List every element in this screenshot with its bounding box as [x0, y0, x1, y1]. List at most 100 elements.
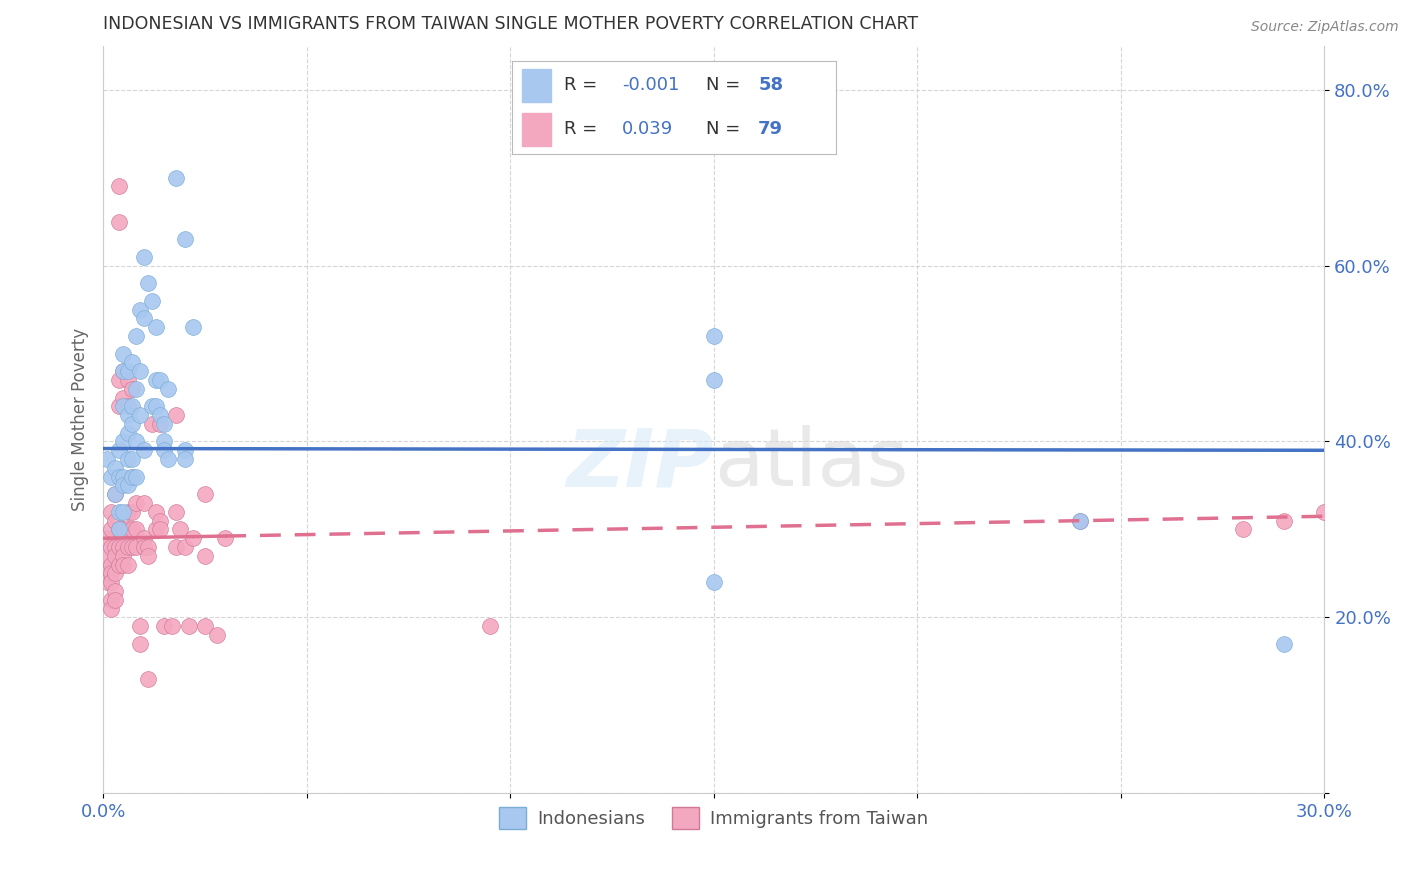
Point	[104, 487, 127, 501]
Point	[177, 619, 200, 633]
Point	[108, 540, 131, 554]
Point	[141, 400, 163, 414]
Point	[121, 540, 143, 554]
Point	[100, 592, 122, 607]
Point	[121, 355, 143, 369]
Point	[100, 469, 122, 483]
Point	[112, 549, 135, 563]
Point	[157, 382, 180, 396]
Point	[128, 637, 150, 651]
Point	[117, 505, 139, 519]
Point	[108, 214, 131, 228]
Text: ZIP: ZIP	[567, 425, 714, 503]
Point	[149, 373, 172, 387]
Point	[112, 434, 135, 449]
Point	[153, 417, 176, 431]
Point	[117, 558, 139, 572]
Point	[96, 452, 118, 467]
Point	[108, 469, 131, 483]
Point	[703, 329, 725, 343]
Point	[112, 523, 135, 537]
Point	[104, 549, 127, 563]
Point	[149, 523, 172, 537]
Point	[112, 558, 135, 572]
Point	[125, 382, 148, 396]
Point	[108, 400, 131, 414]
Point	[100, 540, 122, 554]
Point	[125, 434, 148, 449]
Point	[1313, 505, 1336, 519]
Point	[132, 311, 155, 326]
Point	[117, 452, 139, 467]
Point	[703, 575, 725, 590]
Point	[136, 549, 159, 563]
Point	[125, 496, 148, 510]
Point	[117, 373, 139, 387]
Point	[112, 391, 135, 405]
Point	[128, 302, 150, 317]
Point	[136, 540, 159, 554]
Point	[117, 478, 139, 492]
Point	[214, 531, 236, 545]
Point	[108, 443, 131, 458]
Point	[112, 505, 135, 519]
Point	[165, 505, 187, 519]
Point	[136, 276, 159, 290]
Point	[100, 575, 122, 590]
Point	[141, 417, 163, 431]
Point	[153, 443, 176, 458]
Point	[1069, 514, 1091, 528]
Y-axis label: Single Mother Poverty: Single Mother Poverty	[72, 328, 89, 511]
Point	[125, 329, 148, 343]
Point	[121, 400, 143, 414]
Point	[132, 540, 155, 554]
Text: atlas: atlas	[714, 425, 908, 503]
Point	[125, 540, 148, 554]
Point	[1232, 523, 1254, 537]
Point	[132, 250, 155, 264]
Point	[145, 400, 167, 414]
Point	[100, 566, 122, 581]
Legend: Indonesians, Immigrants from Taiwan: Indonesians, Immigrants from Taiwan	[492, 800, 935, 837]
Point	[145, 373, 167, 387]
Point	[128, 364, 150, 378]
Point	[121, 505, 143, 519]
Point	[205, 628, 228, 642]
Point	[96, 575, 118, 590]
Point	[125, 469, 148, 483]
Point	[125, 523, 148, 537]
Point	[112, 364, 135, 378]
Point	[132, 443, 155, 458]
Point	[104, 592, 127, 607]
Point	[194, 619, 217, 633]
Point	[117, 540, 139, 554]
Point	[104, 584, 127, 599]
Point	[112, 478, 135, 492]
Point	[173, 443, 195, 458]
Point	[104, 514, 127, 528]
Text: Source: ZipAtlas.com: Source: ZipAtlas.com	[1251, 20, 1399, 34]
Point	[100, 505, 122, 519]
Point	[104, 461, 127, 475]
Point	[117, 408, 139, 422]
Point	[149, 417, 172, 431]
Point	[104, 566, 127, 581]
Point	[149, 514, 172, 528]
Point	[173, 452, 195, 467]
Point	[117, 400, 139, 414]
Point	[173, 540, 195, 554]
Point	[153, 434, 176, 449]
Point	[703, 373, 725, 387]
Point	[112, 400, 135, 414]
Point	[181, 531, 204, 545]
Point	[121, 523, 143, 537]
Point	[100, 523, 122, 537]
Point	[112, 540, 135, 554]
Point	[117, 364, 139, 378]
Point	[169, 523, 191, 537]
Point	[1069, 514, 1091, 528]
Point	[112, 346, 135, 360]
Point	[145, 320, 167, 334]
Point	[96, 566, 118, 581]
Point	[194, 549, 217, 563]
